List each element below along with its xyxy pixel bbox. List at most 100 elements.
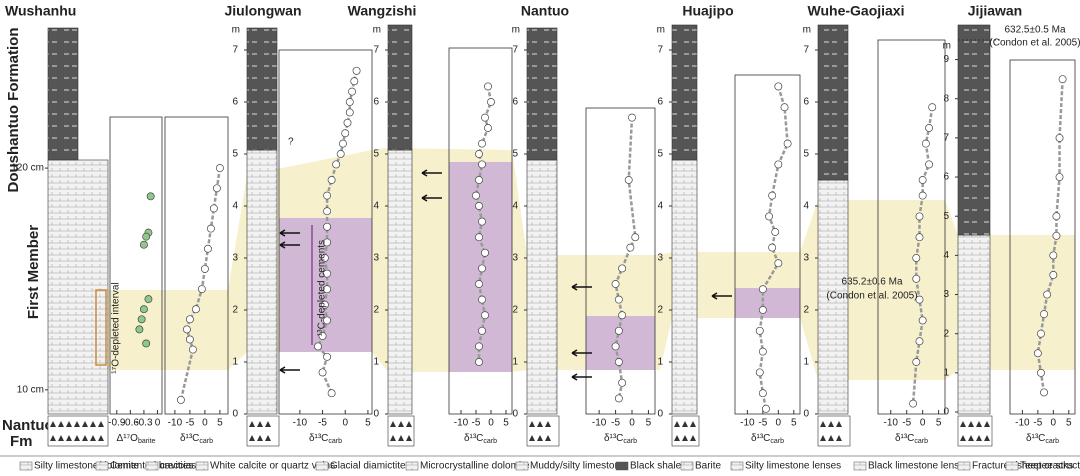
depth-tick-label: 10 cm — [17, 384, 44, 395]
data-point — [611, 280, 620, 288]
data-point — [475, 233, 483, 242]
legend-label: White calcite or quartz veins — [210, 461, 335, 472]
legend-label: Silty limestone/dolomite — [34, 461, 139, 472]
data-point — [323, 238, 332, 247]
depth-tick-label: 4 — [373, 201, 379, 212]
x-tick-label: 5 — [646, 418, 652, 429]
legend-swatch — [315, 461, 329, 471]
diamictite-symbol — [820, 421, 826, 427]
lithology-column — [957, 234, 991, 415]
diamictite-symbol — [529, 421, 535, 427]
marker-arrow — [711, 292, 732, 300]
depth-unit: m — [232, 25, 240, 36]
x-tick-label: 5 — [217, 418, 223, 429]
diamictite-symbol — [398, 435, 404, 441]
data-point — [472, 191, 480, 200]
interval-box — [95, 289, 107, 366]
section-title: Wushanhu — [5, 3, 76, 19]
lithology-column — [47, 159, 109, 415]
black-shale — [246, 27, 278, 151]
data-point — [348, 87, 356, 96]
data-point — [200, 264, 209, 273]
x-tick-label: -10 — [168, 418, 183, 429]
depth-tick-label: 2 — [232, 305, 238, 316]
diamictite-symbol — [74, 421, 80, 427]
marker-arrow — [279, 229, 300, 237]
diamictite-symbol — [50, 421, 56, 427]
data-point — [925, 124, 933, 132]
depth-tick-label: 2 — [373, 305, 379, 316]
diamictite-symbol — [66, 435, 72, 441]
depth-tick-label: 120 cm — [11, 163, 44, 174]
data-point — [323, 352, 332, 361]
diamictite-symbol — [690, 421, 696, 427]
diamictite-symbol — [836, 435, 842, 441]
depth-tick-label: 6 — [657, 97, 663, 108]
x-tick-label: -5 — [611, 418, 620, 429]
lithology-column — [246, 149, 278, 415]
data-point — [478, 264, 486, 273]
legend-label: Black limestone lenses — [868, 461, 970, 472]
marker-arrow — [571, 349, 592, 357]
depth-unit: m — [803, 25, 811, 36]
data-point — [1043, 290, 1052, 299]
depth-tick-label: 0 — [803, 409, 809, 420]
lithology-column — [387, 149, 413, 415]
marker-arrow — [571, 373, 592, 381]
legend-label: Fractures/sheet cracks — [972, 461, 1073, 472]
section-title: Jijiawan — [968, 3, 1022, 19]
data-point — [327, 389, 336, 398]
data-point — [481, 113, 489, 122]
depth-tick-label: 9 — [943, 54, 949, 65]
diamictite-symbol — [976, 421, 982, 427]
depth-unit: m — [657, 25, 665, 36]
depth-tick-label: 5 — [512, 149, 518, 160]
data-point — [332, 160, 341, 169]
depth-tick-label: 7 — [803, 45, 809, 56]
trend-line — [474, 86, 493, 362]
x-tick-label: 5 — [1066, 418, 1072, 429]
cements-label: ¹³C-depleted cements — [317, 240, 328, 336]
black-shale — [817, 24, 849, 181]
data-point — [352, 66, 361, 75]
diamictite-symbol — [98, 435, 104, 441]
data-point — [614, 358, 623, 366]
data-point — [487, 98, 495, 106]
data-point — [628, 113, 636, 122]
data-point — [139, 305, 148, 314]
data-point — [137, 315, 146, 324]
axis-symbol: δ¹³C — [464, 433, 483, 444]
data-point — [475, 358, 483, 366]
legend-swatch — [145, 461, 159, 471]
nantuo-base — [387, 415, 415, 447]
depth-tick-label: 2 — [512, 305, 518, 316]
depth-tick-label: 0 — [657, 409, 663, 420]
section-title: Nantuo — [521, 3, 569, 19]
nantuo-base — [526, 415, 560, 447]
data-point — [1040, 388, 1048, 397]
data-point — [339, 139, 347, 148]
data-point — [626, 243, 635, 252]
x-tick-label: 0 — [1051, 418, 1057, 429]
data-point — [350, 77, 359, 86]
x-tick-label: -5 — [902, 418, 911, 429]
depth-tick-label: 8 — [943, 93, 949, 104]
diamictite-symbol — [90, 435, 96, 441]
depth-tick-label: 2 — [943, 328, 949, 339]
axis-subscript: carb — [328, 438, 342, 445]
lithology-column — [671, 159, 698, 415]
data-point — [758, 389, 767, 398]
depth-tick-label: 7 — [943, 133, 949, 144]
data-point — [475, 202, 483, 210]
data-point — [774, 259, 783, 268]
plot-frame — [278, 49, 373, 415]
data-point — [918, 316, 927, 325]
data-point — [475, 342, 483, 351]
diamictite-symbol — [828, 421, 834, 427]
depth-tick-label: 1 — [803, 357, 809, 368]
depth-tick-label: 1 — [657, 357, 663, 368]
axis-symbol: δ¹³C — [309, 433, 328, 444]
data-point — [327, 176, 336, 184]
legend-swatch — [680, 461, 694, 471]
data-point — [614, 394, 623, 403]
